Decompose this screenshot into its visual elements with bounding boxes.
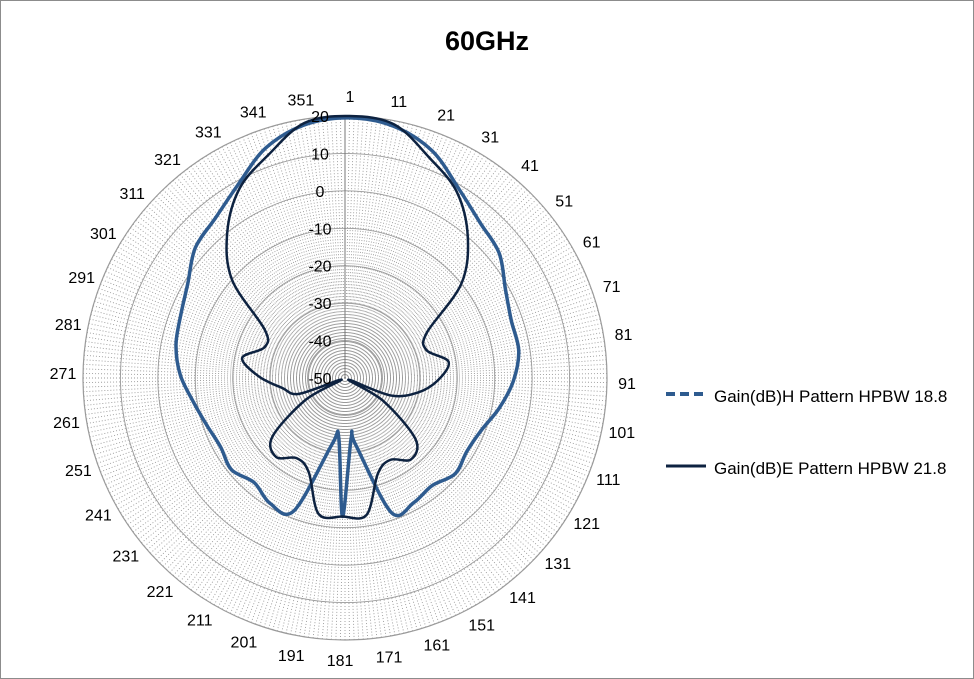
- angle-tick-label: 41: [521, 158, 539, 175]
- angle-tick-label: 71: [603, 279, 621, 296]
- radial-tick-label: 0: [316, 184, 325, 201]
- angle-tick-label: 201: [231, 634, 258, 651]
- legend: Gain(dB)H Pattern HPBW 18.8 Gain(dB)E Pa…: [664, 385, 964, 529]
- angle-tick-label: 91: [618, 376, 636, 393]
- angle-tick-label: 101: [608, 425, 635, 442]
- chart-title: 60GHz: [444, 26, 530, 56]
- angle-tick-label: 81: [615, 327, 633, 344]
- angle-tick-label: 321: [154, 152, 181, 169]
- radial-tick-label: 10: [311, 146, 329, 163]
- angle-tick-label: 251: [65, 463, 92, 480]
- legend-item-h-pattern: Gain(dB)H Pattern HPBW 18.8: [664, 385, 964, 427]
- angle-tick-label: 141: [509, 590, 536, 607]
- axis-labels: 1 112131415161718191101111121131141151161…: [50, 89, 636, 670]
- angle-tick-label: 151: [468, 618, 495, 635]
- angle-tick-label: 161: [423, 638, 450, 655]
- radial-tick-label: -40: [308, 334, 331, 351]
- angle-tick-label: 61: [583, 234, 601, 251]
- legend-dashed-line-icon: [666, 392, 706, 396]
- radial-tick-label: -10: [308, 221, 331, 238]
- angle-tick-label: 331: [195, 124, 222, 141]
- angle-tick-label: 21: [437, 108, 455, 125]
- angle-tick-label: 231: [112, 549, 139, 566]
- angle-tick-label: 211: [187, 613, 213, 630]
- angle-tick-label: 171: [376, 650, 403, 667]
- series-e-pattern-line: [225, 114, 470, 520]
- angle-tick-label: 11: [390, 94, 407, 111]
- angle-tick-label: 191: [278, 648, 305, 665]
- angle-tick-label: 301: [90, 226, 117, 243]
- angle-tick-label: 111: [596, 472, 620, 489]
- legend-solid-line-icon: [666, 464, 706, 468]
- angle-tick-label: 261: [53, 415, 80, 432]
- angle-tick-label: 51: [555, 194, 573, 211]
- angle-tick-label: 291: [68, 270, 95, 287]
- angle-tick-label: 121: [573, 516, 600, 533]
- legend-label-e-pattern: Gain(dB)E Pattern HPBW 21.8: [714, 459, 947, 478]
- angle-tick-label: 221: [147, 584, 174, 601]
- radial-tick-label: -20: [308, 259, 331, 276]
- polar-grid: [82, 115, 608, 641]
- series-layer: [174, 114, 521, 520]
- angle-tick-label: 281: [55, 317, 82, 334]
- legend-label-h-pattern: Gain(dB)H Pattern HPBW 18.8: [714, 387, 948, 406]
- angle-tick-label: 311: [119, 186, 145, 203]
- angle-tick-label: 241: [85, 508, 112, 525]
- angle-tick-label: 181: [327, 653, 354, 670]
- angle-tick-label: 31: [481, 129, 499, 146]
- legend-item-e-pattern: Gain(dB)E Pattern HPBW 21.8: [664, 457, 964, 499]
- radial-tick-label: -50: [308, 371, 331, 388]
- angle-tick-label: 1: [345, 89, 354, 106]
- angle-tick-label: 351: [288, 93, 315, 110]
- radial-tick-label: 20: [311, 109, 329, 126]
- angle-tick-label: 131: [544, 556, 571, 573]
- angle-tick-label: 271: [50, 366, 77, 383]
- radial-tick-label: -30: [308, 296, 331, 313]
- angle-tick-label: 341: [240, 104, 267, 121]
